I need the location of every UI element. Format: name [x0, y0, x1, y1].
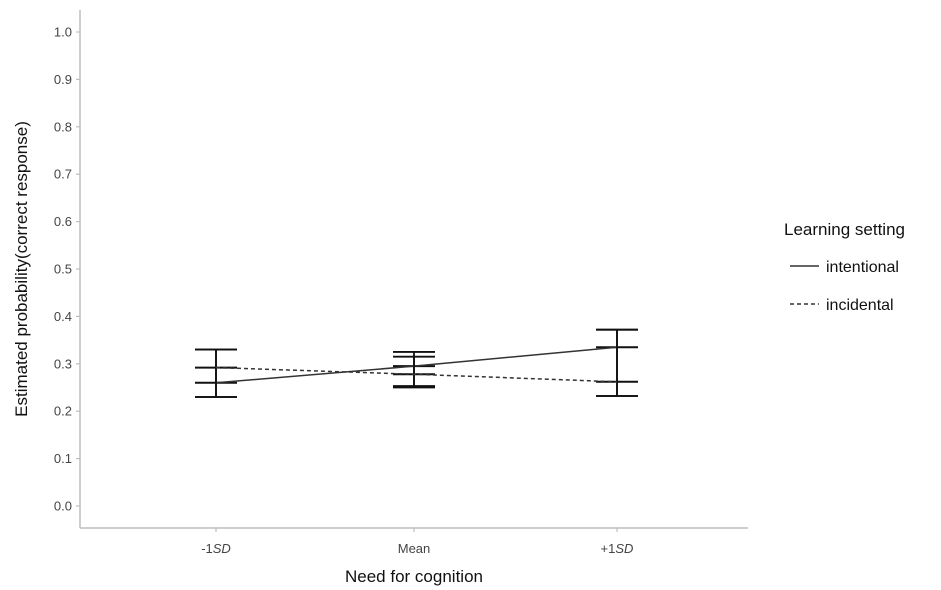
y-axis-title: Estimated probability(correct response) — [12, 121, 31, 417]
y-tick-label: 0.2 — [54, 404, 72, 419]
y-tick-label: 0.1 — [54, 451, 72, 466]
y-tick-label: 0.3 — [54, 356, 72, 371]
x-ticks: -1SD Mean +1SD — [201, 528, 633, 556]
x-tick-label-prefix: +1 — [601, 541, 616, 556]
y-tick-label: 0.6 — [54, 214, 72, 229]
x-tick-label: +1SD — [601, 541, 634, 556]
legend-title: Learning setting — [784, 220, 905, 239]
series-line-incidental — [215, 366, 618, 383]
y-tick-label: 0.4 — [54, 309, 72, 324]
legend-label-intentional: intentional — [826, 259, 899, 276]
y-tick-label: 0.7 — [54, 167, 72, 182]
y-ticks: 0.0 0.1 0.2 0.3 0.4 0.5 0.6 0.7 0.8 0.9 1.0 — [54, 25, 80, 514]
x-axis-title: Need for cognition — [345, 567, 483, 586]
legend: Learning setting intentional incidental — [784, 220, 905, 314]
y-tick-label: 1.0 — [54, 25, 72, 40]
y-tick-label: 0.0 — [54, 499, 72, 514]
axes — [79, 10, 748, 529]
y-tick-label: 0.8 — [54, 119, 72, 134]
y-tick-label: 0.5 — [54, 262, 72, 277]
x-tick-label: Mean — [398, 541, 431, 556]
legend-label-incidental: incidental — [826, 297, 894, 314]
series-incidental — [195, 328, 638, 398]
series-layer — [195, 328, 638, 398]
y-tick-label: 0.9 — [54, 72, 72, 87]
x-tick-label-italic: SD — [213, 541, 231, 556]
x-tick-label-italic: SD — [615, 541, 633, 556]
x-tick-label-prefix: Mean — [398, 541, 431, 556]
x-tick-label: -1SD — [201, 541, 231, 556]
x-tick-label-prefix: -1 — [201, 541, 213, 556]
